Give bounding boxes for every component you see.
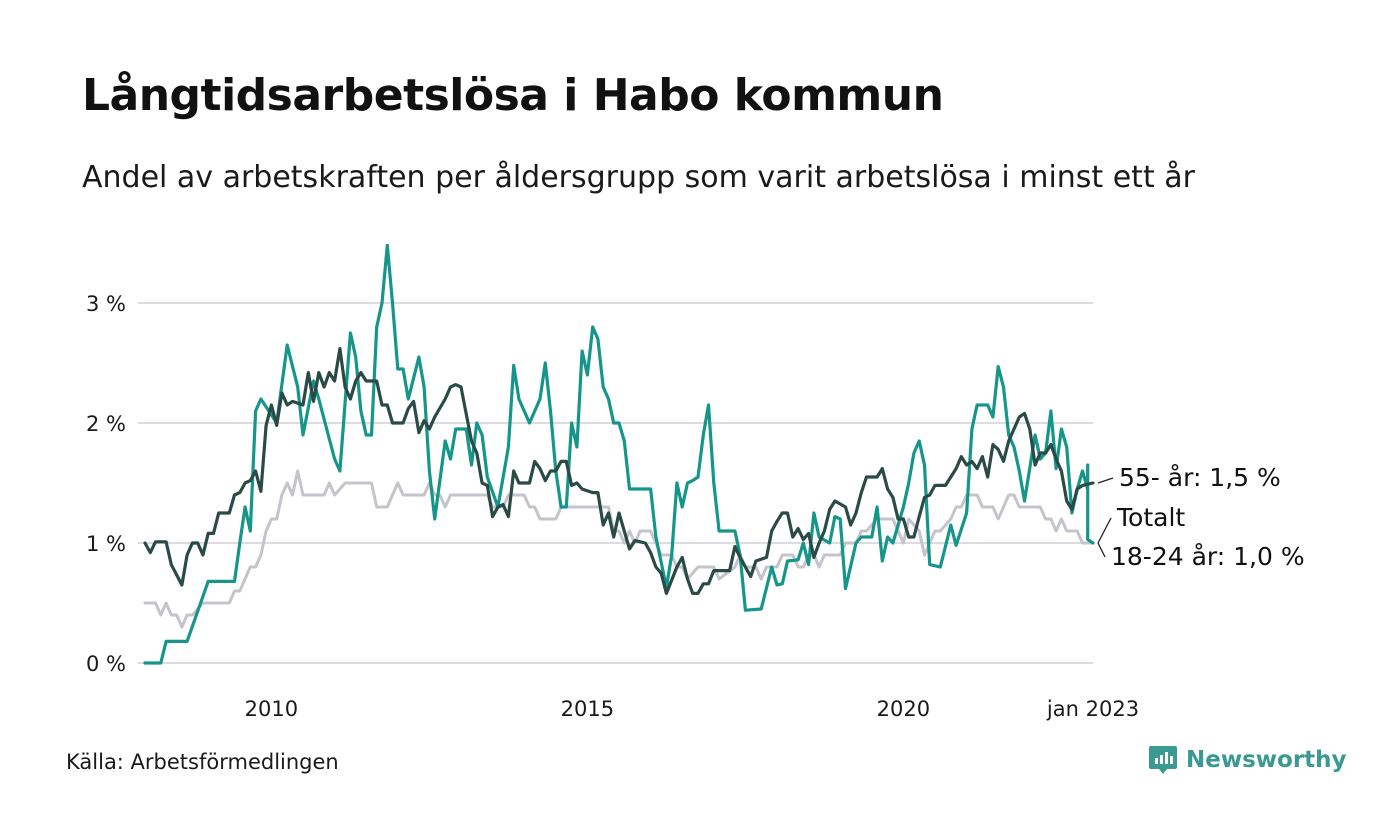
gridlines (138, 302, 1093, 664)
series-end-label: Totalt (1116, 503, 1185, 532)
series-end-labels: Totalt 18-24 år: 1,0 % 55- år: 1,5 % (1097, 463, 1305, 571)
chart-title: Långtidsarbetslösa i Habo kommun (82, 70, 944, 121)
newsworthy-chart-icon (1149, 746, 1177, 774)
series-line-age-18-24 (143, 243, 1095, 665)
y-tick-label: 3 % (86, 292, 126, 316)
x-tick-label: 2015 (561, 697, 614, 721)
x-tick-label: 2020 (877, 697, 930, 721)
series-end-label: 18-24 år: 1,0 % (1111, 542, 1305, 571)
end-label-leader (1097, 517, 1112, 544)
y-tick-label: 1 % (86, 532, 126, 556)
y-axis-tick-labels: 0 % 1 % 2 % 3 % (86, 292, 126, 676)
brand-logo: Newsworthy (1148, 744, 1347, 776)
x-tick-label: 2010 (245, 697, 298, 721)
y-tick-label: 2 % (86, 412, 126, 436)
series-lines (143, 243, 1095, 665)
brand-name: Newsworthy (1186, 747, 1347, 773)
source-note: Källa: Arbetsförmedlingen (66, 750, 339, 774)
x-tick-label: jan 2023 (1046, 697, 1139, 721)
series-end-label: 55- år: 1,5 % (1119, 463, 1281, 492)
end-label-leader (1097, 477, 1114, 484)
series-line-total (143, 469, 1095, 629)
chart-subtitle: Andel av arbetskraften per åldersgrupp s… (82, 160, 1195, 195)
x-axis-tick-labels: 2010 2015 2020 jan 2023 (245, 697, 1139, 721)
end-label-leader (1097, 542, 1106, 558)
series-line-age-55 (143, 347, 1095, 596)
y-tick-label: 0 % (86, 652, 126, 676)
